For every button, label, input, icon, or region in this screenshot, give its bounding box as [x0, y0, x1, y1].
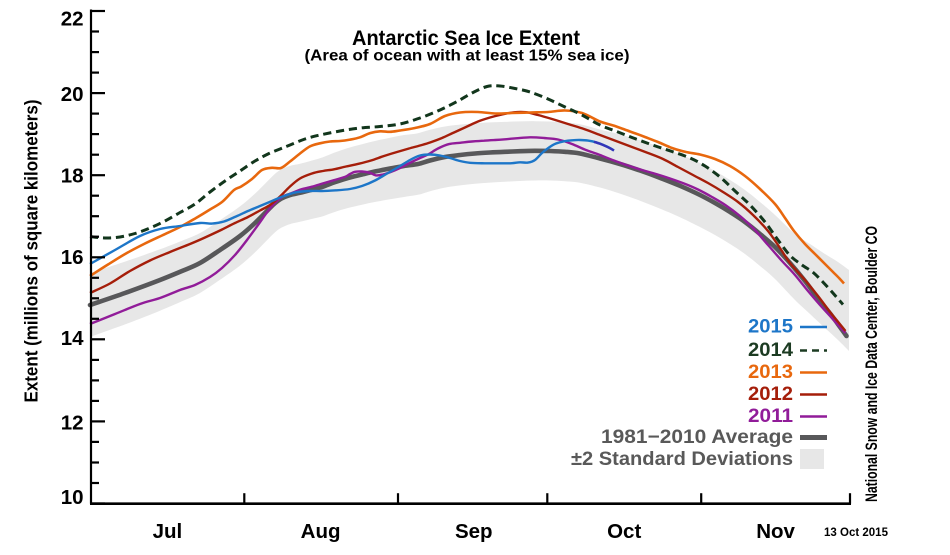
- svg-text:18: 18: [61, 165, 84, 188]
- svg-text:2014: 2014: [748, 340, 793, 361]
- svg-text:1981−2010 Average: 1981−2010 Average: [601, 427, 793, 448]
- svg-text:10: 10: [61, 486, 84, 509]
- svg-text:Jul: Jul: [153, 520, 183, 543]
- svg-text:14: 14: [61, 327, 84, 350]
- svg-text:2015: 2015: [748, 317, 793, 338]
- svg-text:16: 16: [61, 246, 84, 269]
- svg-text:±2 Standard Deviations: ±2 Standard Deviations: [571, 449, 793, 470]
- svg-text:22: 22: [61, 8, 84, 31]
- svg-text:Aug: Aug: [301, 520, 341, 543]
- svg-text:Sep: Sep: [455, 520, 493, 543]
- svg-text:(Area of ocean with at least 1: (Area of ocean with at least 15% sea ice…: [305, 48, 630, 65]
- svg-text:13 Oct 2015: 13 Oct 2015: [824, 527, 889, 539]
- svg-text:20: 20: [61, 83, 84, 106]
- svg-text:Oct: Oct: [607, 520, 641, 543]
- svg-text:2013: 2013: [748, 362, 793, 383]
- svg-text:12: 12: [61, 412, 84, 435]
- svg-text:2011: 2011: [748, 406, 793, 427]
- svg-text:Extent (millions of square kil: Extent (millions of square kilometers): [21, 100, 42, 403]
- svg-text:Antarctic Sea Ice Extent: Antarctic Sea Ice Extent: [352, 26, 580, 50]
- svg-text:National Snow and Ice Data Cen: National Snow and Ice Data Center, Bould…: [863, 226, 881, 502]
- svg-text:Nov: Nov: [756, 520, 795, 543]
- svg-text:2012: 2012: [748, 384, 793, 405]
